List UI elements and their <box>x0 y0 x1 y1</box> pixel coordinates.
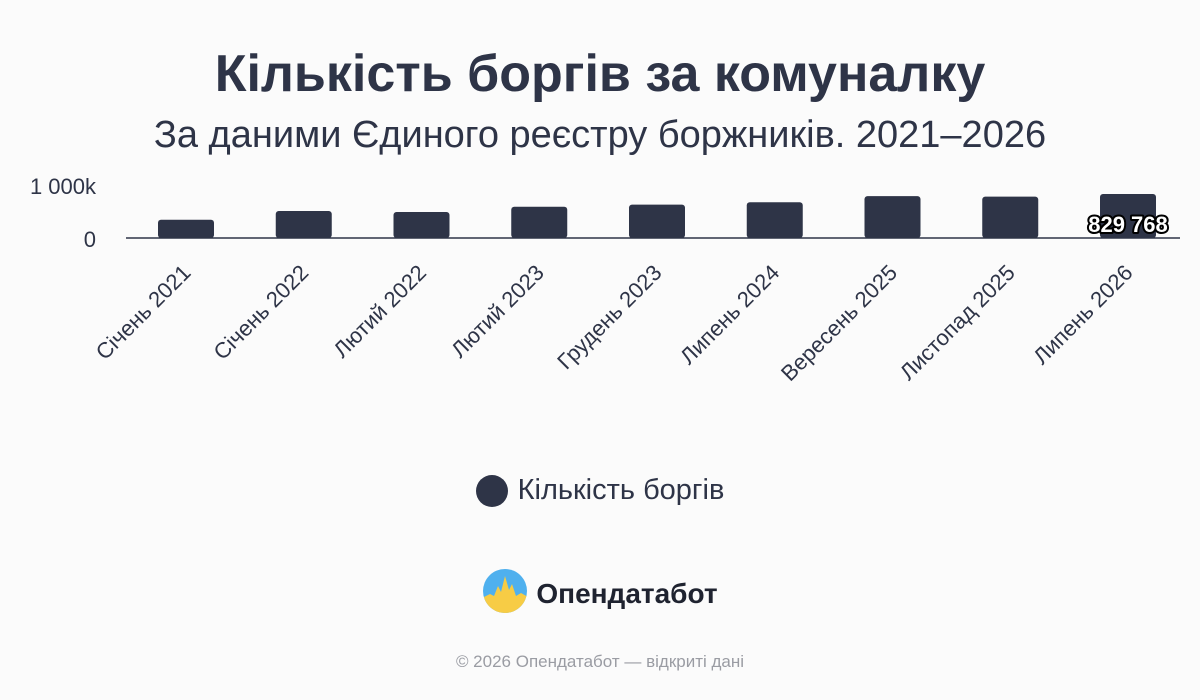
bar <box>629 204 685 238</box>
footer-credit: © 2026 Опендатабот — відкриті дані <box>455 652 745 671</box>
data-label: 829 768 <box>1088 212 1168 237</box>
bar <box>511 206 568 238</box>
bar <box>1100 194 1156 238</box>
x-tick-label: Лютий 2022 <box>328 260 431 363</box>
brand-name: Опендатабот <box>536 577 718 609</box>
bar <box>864 196 921 238</box>
x-tick-label: Січень 2021 <box>91 260 196 365</box>
x-tick-label: Січень 2022 <box>209 260 314 365</box>
y-tick-label: 1 000k <box>30 174 97 199</box>
y-tick-label: 0 <box>84 227 96 252</box>
x-tick-label: Лютий 2023 <box>446 260 549 363</box>
bar <box>982 196 1039 238</box>
x-tick-label: Липень 2024 <box>675 260 784 369</box>
chart-title: Кількість боргів за комуналку <box>214 45 986 103</box>
brand: Опендатабот <box>0 568 1200 619</box>
legend-swatch <box>475 474 508 507</box>
chart-legend: Кількість боргів <box>0 474 1200 507</box>
bar <box>158 219 214 238</box>
legend-label: Кількість боргів <box>517 474 725 506</box>
chart-subtitle: За даними Єдиного реєстру боржників. 202… <box>153 114 1047 156</box>
x-tick-label: Липень 2026 <box>1028 260 1137 369</box>
x-tick-label: Вересень 2025 <box>776 260 902 386</box>
bar <box>275 210 332 238</box>
x-tick-label: Листопад 2025 <box>895 260 1020 385</box>
x-tick-label: Грудень 2023 <box>552 260 666 374</box>
bar <box>746 202 803 238</box>
bar <box>393 212 450 238</box>
opendatabot-logo-icon <box>482 568 528 619</box>
